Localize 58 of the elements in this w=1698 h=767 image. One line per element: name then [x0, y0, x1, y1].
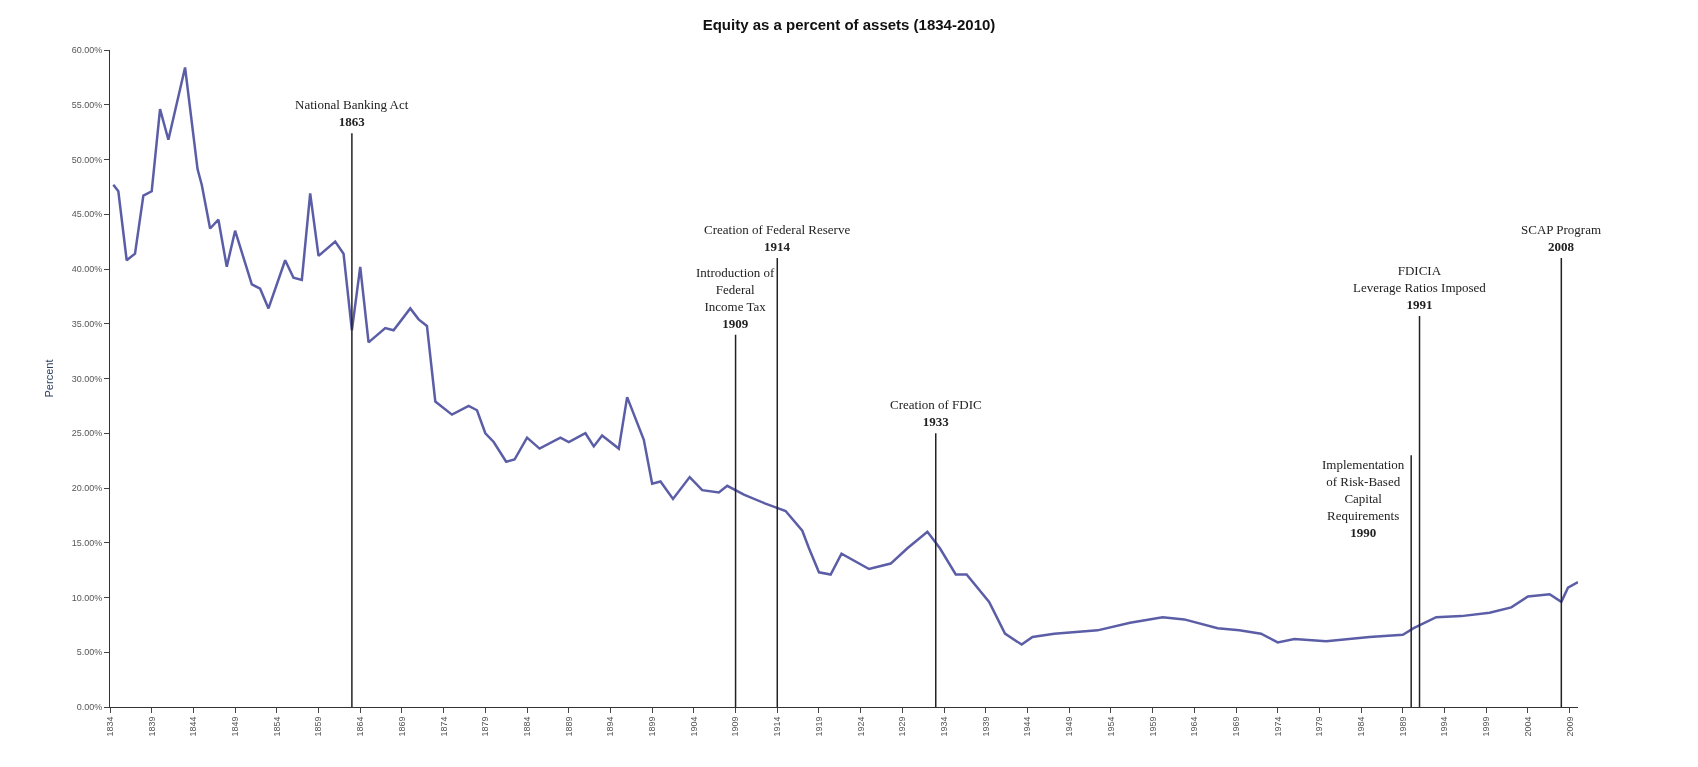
x-tick-label: 1864	[355, 716, 366, 737]
ref-line-label: National Banking Act 1863	[295, 97, 409, 129]
x-tick-label: 1964	[1189, 716, 1200, 737]
y-tick-label: 25.00%	[71, 428, 103, 439]
ref-line-label: Creation of FDIC 1933	[890, 397, 982, 429]
x-tick-label: 1934	[939, 716, 950, 737]
x-tick-label: 1989	[1397, 716, 1408, 737]
x-tick-label: 1914	[772, 716, 783, 737]
x-tick-label: 1929	[897, 716, 908, 737]
ref-line-label: SCAP Program 2008	[1521, 222, 1602, 254]
y-axis-title: Percent	[43, 359, 56, 398]
y-tick-label: 20.00%	[71, 483, 103, 494]
x-tick-label: 1919	[813, 716, 824, 737]
x-tick-label: 1889	[563, 716, 574, 737]
y-tick-label: 55.00%	[71, 99, 103, 110]
ref-line-label: Creation of Federal Reserve 1914	[704, 222, 851, 254]
y-tick-label: 45.00%	[71, 209, 103, 220]
x-tick-label: 1884	[521, 716, 532, 737]
x-tick-label: 1939	[980, 716, 991, 737]
x-tick-label: 1899	[647, 716, 658, 737]
x-tick-label: 1994	[1439, 716, 1450, 737]
y-tick-label: 0.00%	[76, 702, 103, 713]
x-tick-label: 1859	[313, 716, 324, 737]
x-tick-label: 1909	[730, 716, 741, 737]
y-tick-label: 50.00%	[71, 154, 103, 165]
x-tick-label: 1979	[1314, 716, 1325, 737]
ref-line-label: Implementation of Risk-Based Capital Requirements 1990	[1322, 457, 1405, 540]
x-tick-label: 1954	[1105, 716, 1116, 737]
x-tick-label: 1839	[146, 716, 157, 737]
y-tick-label: 40.00%	[71, 264, 103, 275]
y-tick-label: 30.00%	[71, 373, 103, 384]
x-tick-label: 1984	[1356, 716, 1367, 737]
x-tick-label: 1894	[605, 716, 616, 737]
x-tick-label: 1924	[855, 716, 866, 737]
ref-line-label: FDICIA Leverage Ratios Imposed 1991	[1353, 263, 1487, 312]
x-tick-label: 1834	[104, 716, 115, 737]
x-tick-label: 1844	[188, 716, 199, 737]
x-tick-label: 1854	[271, 716, 282, 737]
y-tick-label: 35.00%	[71, 318, 103, 329]
x-tick-label: 1959	[1147, 716, 1158, 737]
x-tick-label: 1904	[688, 716, 699, 737]
x-tick-label: 2009	[1564, 716, 1575, 737]
x-tick-label: 1969	[1230, 716, 1241, 737]
x-tick-label: 1874	[438, 716, 449, 737]
x-tick-label: 1974	[1272, 716, 1283, 737]
x-tick-label: 1949	[1064, 716, 1075, 737]
y-tick-label: 10.00%	[71, 592, 103, 603]
ref-line-label: Introduction of Federal Income Tax 1909	[696, 265, 776, 331]
x-tick-label: 2004	[1522, 716, 1533, 737]
x-tick-label: 1879	[480, 716, 491, 737]
x-tick-label: 1849	[230, 716, 241, 737]
x-tick-label: 1944	[1022, 716, 1033, 737]
y-tick-label: 15.00%	[71, 537, 103, 548]
x-tick-label: 1869	[396, 716, 407, 737]
y-tick-label: 60.00%	[71, 45, 103, 56]
x-tick-label: 1999	[1481, 716, 1492, 737]
chart-title: Equity as a percent of assets (1834-2010)	[702, 15, 996, 33]
y-tick-label: 5.00%	[76, 647, 103, 658]
